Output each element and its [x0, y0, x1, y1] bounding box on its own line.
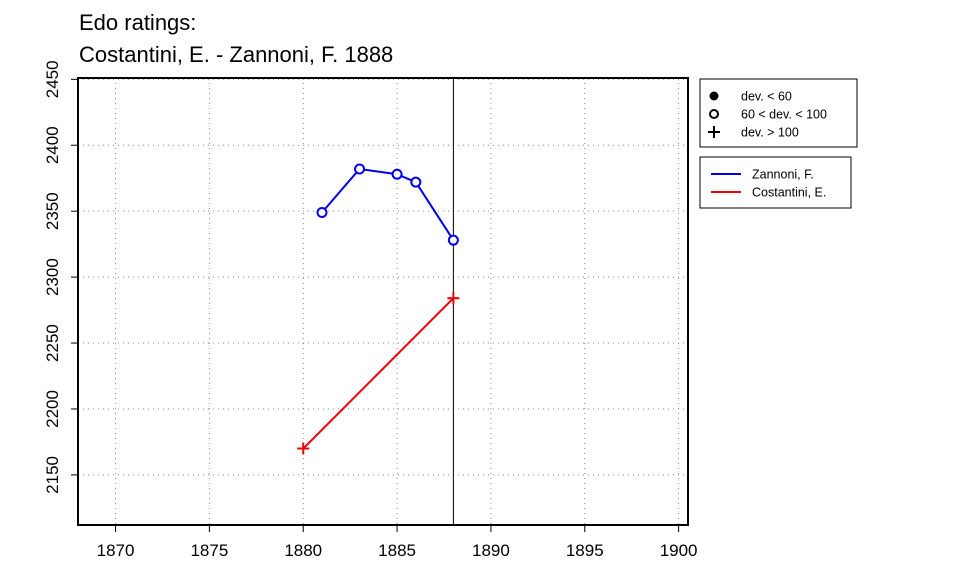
x-tick-label: 1885	[378, 541, 416, 560]
legend-label: Costantini, E.	[752, 186, 826, 200]
grid	[78, 78, 688, 525]
x-axis: 1870 1875 1880 1885 1890 1895 1900	[97, 525, 698, 560]
data-point	[316, 206, 328, 218]
legend-label: 60 < dev. < 100	[741, 108, 827, 122]
title-line: Edo ratings:	[79, 10, 196, 35]
legend-marker	[709, 91, 719, 101]
x-tick-label: 1880	[284, 541, 322, 560]
x-tick-label: 1875	[190, 541, 228, 560]
x-tick-label: 1890	[472, 541, 510, 560]
data-point	[447, 234, 459, 246]
y-tick-label: 2400	[43, 126, 62, 164]
legend-marker	[709, 109, 719, 119]
legend-label: Zannoni, F.	[752, 168, 814, 182]
plot-frame	[77, 77, 689, 526]
x-tick-label: 1900	[660, 541, 698, 560]
series-line	[321, 167, 455, 241]
data-point	[297, 442, 310, 455]
series-line	[302, 297, 455, 450]
x-tick-label: 1895	[566, 541, 604, 560]
data-point	[410, 176, 422, 188]
y-tick-label: 2250	[43, 324, 62, 362]
legend-label: dev. < 60	[741, 90, 792, 104]
series-layer	[297, 163, 460, 455]
legend-marker	[708, 126, 720, 138]
legend-label: dev. > 100	[741, 126, 799, 140]
y-tick-label: 2350	[43, 192, 62, 230]
y-tick-label: 2200	[43, 390, 62, 428]
chart-title: Edo ratings: Costantini, E. - Zannoni, F.…	[79, 10, 393, 67]
y-axis: 2150 2200 2250 2300 2350 2400 2450	[43, 60, 78, 494]
y-tick-label: 2300	[43, 258, 62, 296]
y-tick-label: 2150	[43, 456, 62, 494]
marker-legend-box	[699, 78, 858, 148]
marker-legend: dev. < 60 60 < dev. < 100 dev. > 100	[699, 78, 858, 148]
y-tick-label: 2450	[43, 60, 62, 98]
data-point	[354, 163, 366, 175]
series-legend-box	[699, 156, 852, 209]
data-point	[391, 168, 403, 180]
x-tick-label: 1870	[97, 541, 135, 560]
series-legend: Zannoni, F. Costantini, E.	[699, 156, 852, 209]
data-point	[447, 292, 460, 305]
title-line: Costantini, E. - Zannoni, F. 1888	[79, 42, 393, 67]
